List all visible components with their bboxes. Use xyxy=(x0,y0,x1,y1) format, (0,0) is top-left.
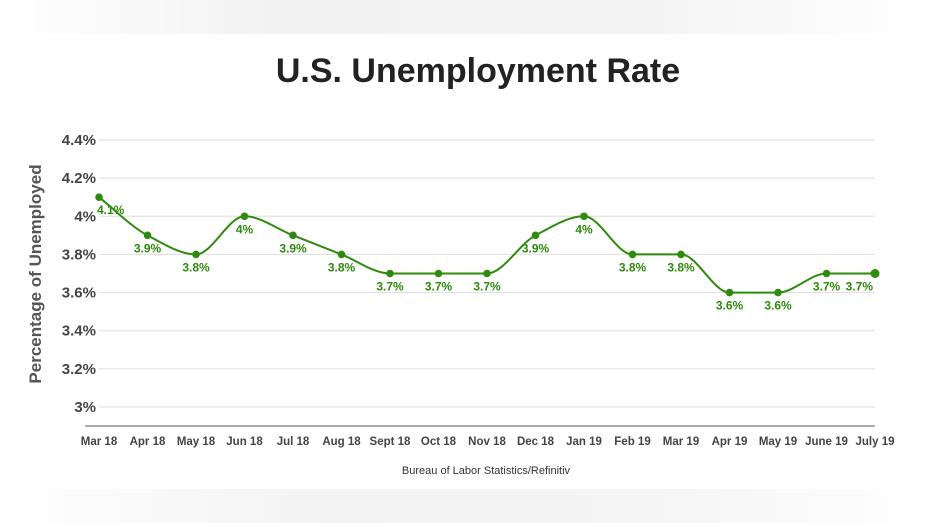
data-point xyxy=(434,269,443,278)
data-point xyxy=(580,212,588,221)
data-label: 4% xyxy=(236,222,254,236)
data-point xyxy=(531,231,540,240)
data-point xyxy=(677,250,685,259)
data-label: 3.8% xyxy=(328,260,356,274)
data-labels: 4.1% 3.9% 3.8% 4% 3.9% 3.8% 3.7% 3.7% 3.7% 3.9% 4%… xyxy=(97,203,873,312)
data-label: 3.8% xyxy=(619,260,647,274)
data-label: 3.6% xyxy=(764,299,792,313)
data-point xyxy=(822,269,831,278)
y-tick-label: 3.2% xyxy=(62,361,96,378)
x-tick-label: May 18 xyxy=(177,436,216,448)
data-label: 3.9% xyxy=(279,241,307,255)
data-point xyxy=(628,250,637,259)
x-tick-labels: Mar 18 Apr 18 May 18 Jun 18 Jul 18 Aug 18 Sept… xyxy=(81,436,895,448)
data-label: 3.7% xyxy=(473,280,501,294)
x-tick-label: Oct 18 xyxy=(421,436,457,448)
x-tick-label: Apr 18 xyxy=(130,436,166,448)
y-tick-label: 3.4% xyxy=(62,323,96,340)
data-point xyxy=(95,193,103,202)
data-label: 3.8% xyxy=(182,260,210,274)
data-point xyxy=(240,212,249,221)
x-tick-label: June 19 xyxy=(805,436,848,448)
source-note: Bureau of Labor Statistics/Refinitiv xyxy=(402,465,571,477)
data-label: 3.8% xyxy=(667,260,695,274)
data-point xyxy=(337,250,346,259)
data-label: 3.6% xyxy=(716,299,744,313)
x-tick-label: Mar 18 xyxy=(81,436,118,448)
data-label: 3.7% xyxy=(846,280,874,294)
x-tick-label: Nov 18 xyxy=(468,436,506,448)
data-label: 3.7% xyxy=(813,280,841,294)
data-points xyxy=(95,193,880,297)
x-tick-label: May 19 xyxy=(759,436,797,448)
x-tick-label: Jan 19 xyxy=(566,436,602,448)
x-tick-label: Aug 18 xyxy=(322,436,361,448)
data-point xyxy=(774,288,782,297)
y-tick-label: 3.8% xyxy=(62,246,96,263)
y-tick-label: 3.6% xyxy=(62,285,96,302)
x-tick-label: Apr 19 xyxy=(712,436,748,448)
chart-title: U.S. Unemployment Rate xyxy=(276,52,680,90)
data-label: 4.1% xyxy=(97,203,125,217)
data-label: 3.7% xyxy=(425,280,453,294)
y-axis-label: Percentage of Unemployed xyxy=(26,164,45,383)
data-point xyxy=(192,250,200,259)
x-tick-label: July 19 xyxy=(856,436,895,448)
y-tick-labels: 3% 3.2% 3.4% 3.6% 3.8% 4% 4.2% 4.4% xyxy=(62,132,96,416)
x-tick-label: Sept 18 xyxy=(370,436,412,448)
y-tick-label: 4% xyxy=(74,208,96,225)
data-label: 3.9% xyxy=(134,241,162,255)
x-tick-label: Dec 18 xyxy=(517,436,555,448)
data-label: 3.9% xyxy=(522,241,550,255)
y-tick-label: 4.2% xyxy=(62,170,96,187)
data-point xyxy=(725,288,734,297)
y-tick-label: 3% xyxy=(74,399,96,416)
data-point xyxy=(483,269,491,278)
bottom-shade xyxy=(0,489,931,523)
data-point xyxy=(143,231,152,240)
data-point xyxy=(289,231,297,240)
x-tick-label: Jun 18 xyxy=(226,436,263,448)
series-line xyxy=(98,196,875,294)
x-tick-label: Jul 18 xyxy=(277,436,310,448)
x-tick-label: Feb 19 xyxy=(614,436,650,448)
data-label: 4% xyxy=(575,222,593,236)
data-label: 3.7% xyxy=(376,280,404,294)
data-point xyxy=(870,269,880,278)
y-tick-label: 4.4% xyxy=(62,132,96,149)
data-point xyxy=(386,269,394,278)
x-tick-label: Mar 19 xyxy=(663,436,699,448)
top-shade xyxy=(0,0,931,34)
